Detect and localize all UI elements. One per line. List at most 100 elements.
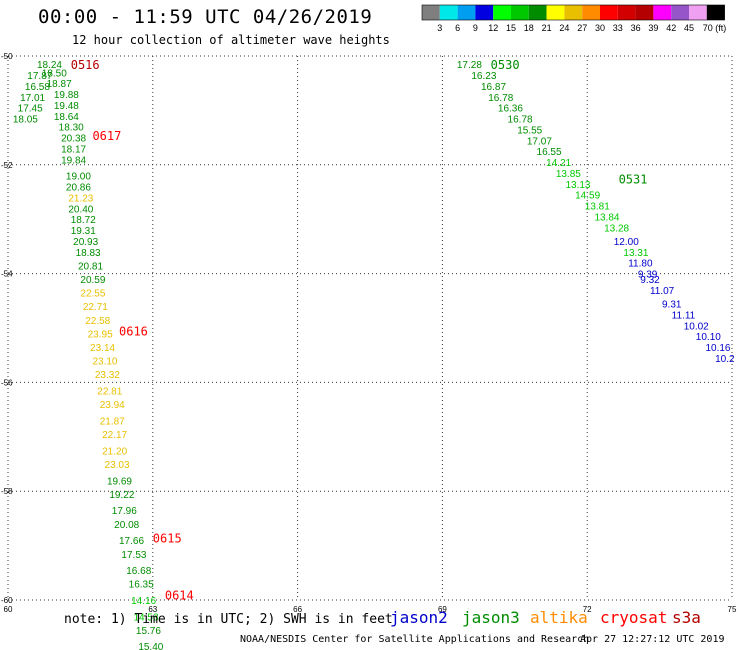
wave-height-label: 20.93 xyxy=(73,237,98,248)
chart-title: 00:00 - 11:59 UTC 04/26/2019 xyxy=(38,6,373,28)
wave-height-label: 9.39 xyxy=(638,270,658,281)
satellite-altika: altika xyxy=(530,608,588,627)
wave-height-label: 17.01 xyxy=(20,93,45,104)
wave-height-label: 18.17 xyxy=(61,144,86,155)
wave-height-label: 16.78 xyxy=(508,115,533,126)
color-scale-swatch xyxy=(511,5,529,20)
color-scale-swatch xyxy=(528,5,547,20)
wave-height-label: 17.66 xyxy=(119,536,144,547)
wave-height-label: 15.55 xyxy=(517,125,542,136)
color-scale-swatch xyxy=(706,5,725,20)
color-scale-swatch xyxy=(422,5,440,20)
wave-height-label: 18.87 xyxy=(47,79,72,90)
wave-height-label: 13.84 xyxy=(594,212,619,223)
wave-height-label: 23.14 xyxy=(90,343,115,354)
pass-time-label: 0614 xyxy=(165,589,194,603)
wave-height-label: 20.81 xyxy=(78,261,103,272)
color-scale-label: 18 xyxy=(524,23,534,33)
wave-height-label: 10.10 xyxy=(696,332,721,343)
wave-height-label: 16.55 xyxy=(537,147,562,158)
x-tick-label: 72 xyxy=(583,605,592,614)
wave-height-label: 21.23 xyxy=(68,193,93,204)
color-scale-swatch xyxy=(600,5,618,20)
wave-height-label: 17.53 xyxy=(121,550,146,561)
color-scale-swatch xyxy=(582,5,600,20)
satellite-cryosat: cryosat xyxy=(600,608,668,627)
wave-height-label: 17.45 xyxy=(18,104,43,115)
color-scale-swatch xyxy=(475,5,494,20)
wave-height-label: 11.80 xyxy=(628,259,653,270)
wave-height-label: 20.38 xyxy=(61,134,86,145)
grid-lines xyxy=(7,55,733,601)
wave-height-label: 18.64 xyxy=(54,112,79,123)
wave-height-label: 13.31 xyxy=(623,248,648,259)
color-scale-swatch xyxy=(653,5,672,20)
wave-height-label: 18.72 xyxy=(71,215,96,226)
color-scale-label: 42 xyxy=(666,23,676,33)
wave-height-label: 18.83 xyxy=(76,248,101,259)
wave-height-label: 21.20 xyxy=(102,446,127,457)
wave-height-label: 19.84 xyxy=(61,155,86,166)
color-scale-label: 30 xyxy=(595,23,605,33)
pass-time-label: 0531 xyxy=(619,172,648,186)
y-tick-label: -58 xyxy=(1,487,13,496)
wave-height-label: 13.13 xyxy=(565,180,590,191)
x-tick-label: 63 xyxy=(148,605,157,614)
wave-height-label: 17.87 xyxy=(27,71,52,82)
wave-height-label: 19.69 xyxy=(107,476,132,487)
y-tick-label: -50 xyxy=(1,52,13,61)
wave-height-label: 21.87 xyxy=(100,416,125,427)
color-scale-legend: 3 6 9 12 15 18 21 24 27 30 33 36 39 42 45 70 (ft) xyxy=(421,4,727,33)
color-scale-label: 33 xyxy=(613,23,623,33)
wave-height-label: 19.22 xyxy=(109,490,134,501)
color-scale-frame xyxy=(421,4,725,21)
wave-height-label: 13.28 xyxy=(604,223,629,234)
color-scale-swatch xyxy=(635,5,654,20)
wave-height-label: 17.07 xyxy=(527,136,552,147)
wave-height-label: 16.78 xyxy=(488,93,513,104)
wave-height-label: 23.03 xyxy=(105,460,130,471)
wave-height-label: 16.58 xyxy=(25,82,50,93)
wave-height-label: 20.40 xyxy=(68,204,93,215)
wave-height-label: 18.30 xyxy=(59,123,84,134)
wave-height-label: 11.07 xyxy=(650,286,675,297)
color-scale-label: 36 xyxy=(631,23,641,33)
color-scale-label: 3 xyxy=(437,23,442,33)
pass-time-label: 0617 xyxy=(92,129,121,143)
wave-height-label: 9.32 xyxy=(640,275,660,286)
pass-time-label: 0615 xyxy=(153,531,182,545)
wave-height-label: 22.71 xyxy=(83,302,108,313)
x-tick-label: 60 xyxy=(4,605,13,614)
wave-height-label: 16.36 xyxy=(498,104,523,115)
wave-height-label: 22.81 xyxy=(97,387,122,398)
color-scale-swatch xyxy=(617,5,636,20)
satellite-s3a: s3a xyxy=(672,608,701,627)
wave-height-label: 17.28 xyxy=(457,60,482,71)
wave-height-label: 12.00 xyxy=(614,237,639,248)
color-scale-swatch xyxy=(457,5,476,20)
color-scale-swatch xyxy=(689,5,707,20)
wave-height-label: 19.00 xyxy=(66,172,91,183)
wave-height-label: 16.68 xyxy=(126,566,151,577)
y-tick-label: -56 xyxy=(1,378,13,387)
color-scale-swatch xyxy=(671,5,689,20)
wave-height-label: 23.32 xyxy=(95,370,120,381)
pass-time-label: 0530 xyxy=(491,58,520,72)
note-text: note: 1) Time is in UTC; 2) SWH is in fe… xyxy=(64,612,393,627)
x-tick-label: 75 xyxy=(728,605,737,614)
pass-labels: 0516 0617 0616 0615 0614 0530 0531 xyxy=(71,58,648,602)
color-scale-label: 70 (ft) xyxy=(703,23,727,33)
wave-height-label: 20.08 xyxy=(114,520,139,531)
color-scale-swatch xyxy=(439,5,458,20)
wave-height-label: 17.96 xyxy=(112,506,137,517)
color-scale-label: 27 xyxy=(577,23,587,33)
color-scale-label: 21 xyxy=(542,23,552,33)
color-scale-swatch xyxy=(493,5,511,20)
pass-time-label: 0616 xyxy=(119,325,148,339)
wave-height-label: 14.59 xyxy=(575,191,600,202)
color-scale-swatch xyxy=(546,5,565,20)
wave-height-label: 18.50 xyxy=(42,68,67,79)
wave-height-label: 18.24 xyxy=(37,60,62,71)
wave-height-label: 10.16 xyxy=(705,343,730,354)
